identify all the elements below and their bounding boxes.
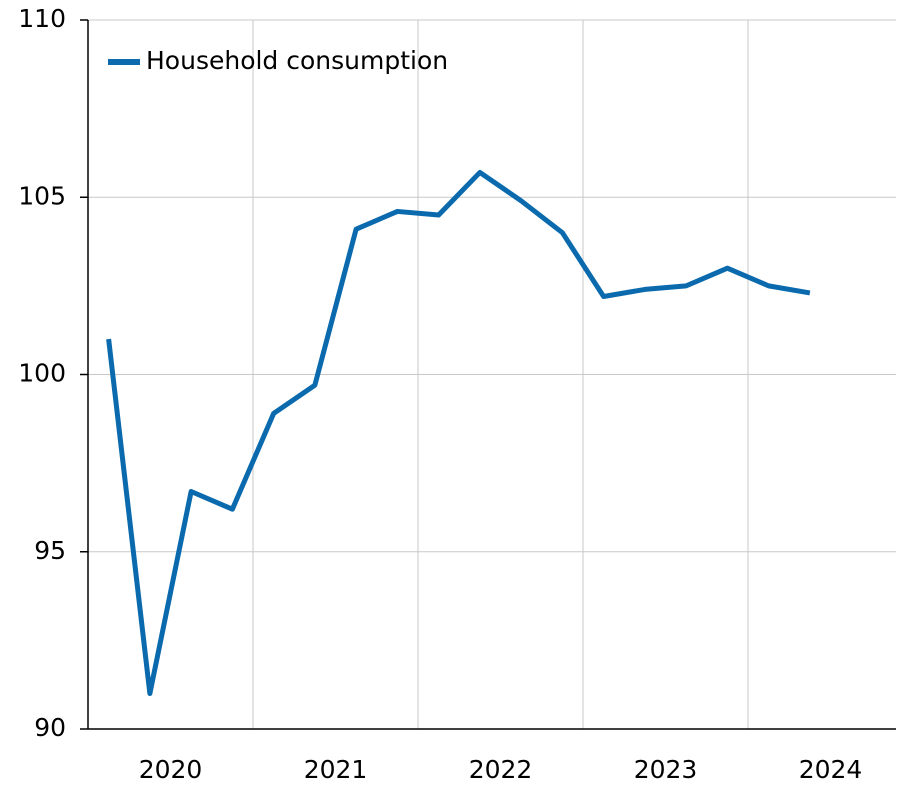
y-tick-label: 105 <box>18 181 66 210</box>
legend-label: Household consumption <box>146 46 448 75</box>
data-line <box>106 169 811 697</box>
y-tick-label: 90 <box>34 713 66 742</box>
x-tick-label: 2022 <box>469 755 533 784</box>
x-tick-label: 2020 <box>139 755 203 784</box>
x-tick-label: 2024 <box>799 755 863 784</box>
x-tick-label: 2023 <box>634 755 698 784</box>
y-tick-label: 100 <box>18 359 66 388</box>
y-tick-label: 110 <box>18 4 66 33</box>
x-tick-label: 2021 <box>304 755 368 784</box>
y-tick-label: 95 <box>34 536 66 565</box>
